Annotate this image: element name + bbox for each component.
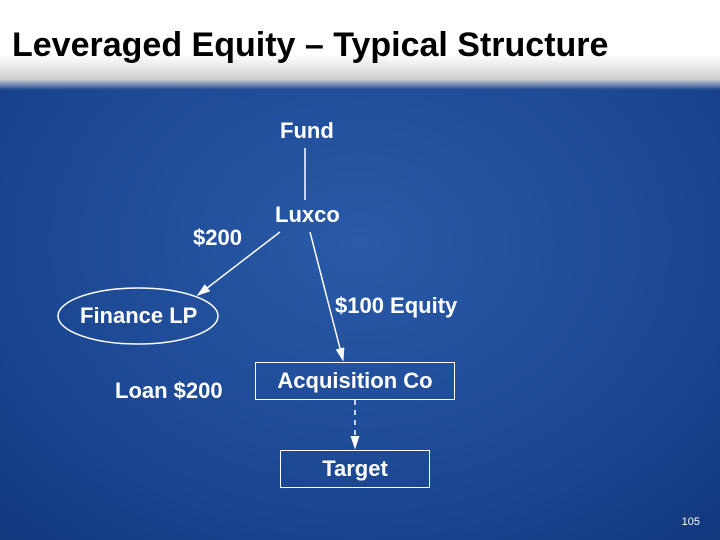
box-target: Target (280, 450, 430, 488)
box-target-label: Target (322, 456, 388, 482)
node-luxco: Luxco (275, 202, 340, 228)
box-acquisition-co: Acquisition Co (255, 362, 455, 400)
title-bar: Leveraged Equity – Typical Structure (0, 0, 720, 90)
slide-title: Leveraged Equity – Typical Structure (12, 26, 608, 65)
page-number: 105 (682, 516, 700, 528)
box-acquisition-co-label: Acquisition Co (277, 368, 432, 394)
node-finance-lp: Finance LP (80, 303, 197, 329)
node-fund: Fund (280, 118, 334, 144)
label-loan-200: Loan $200 (115, 378, 223, 404)
slide: Leveraged Equity – Typical Structure Fun… (0, 0, 720, 540)
label-100-equity: $100 Equity (335, 293, 457, 319)
label-200: $200 (193, 225, 242, 251)
